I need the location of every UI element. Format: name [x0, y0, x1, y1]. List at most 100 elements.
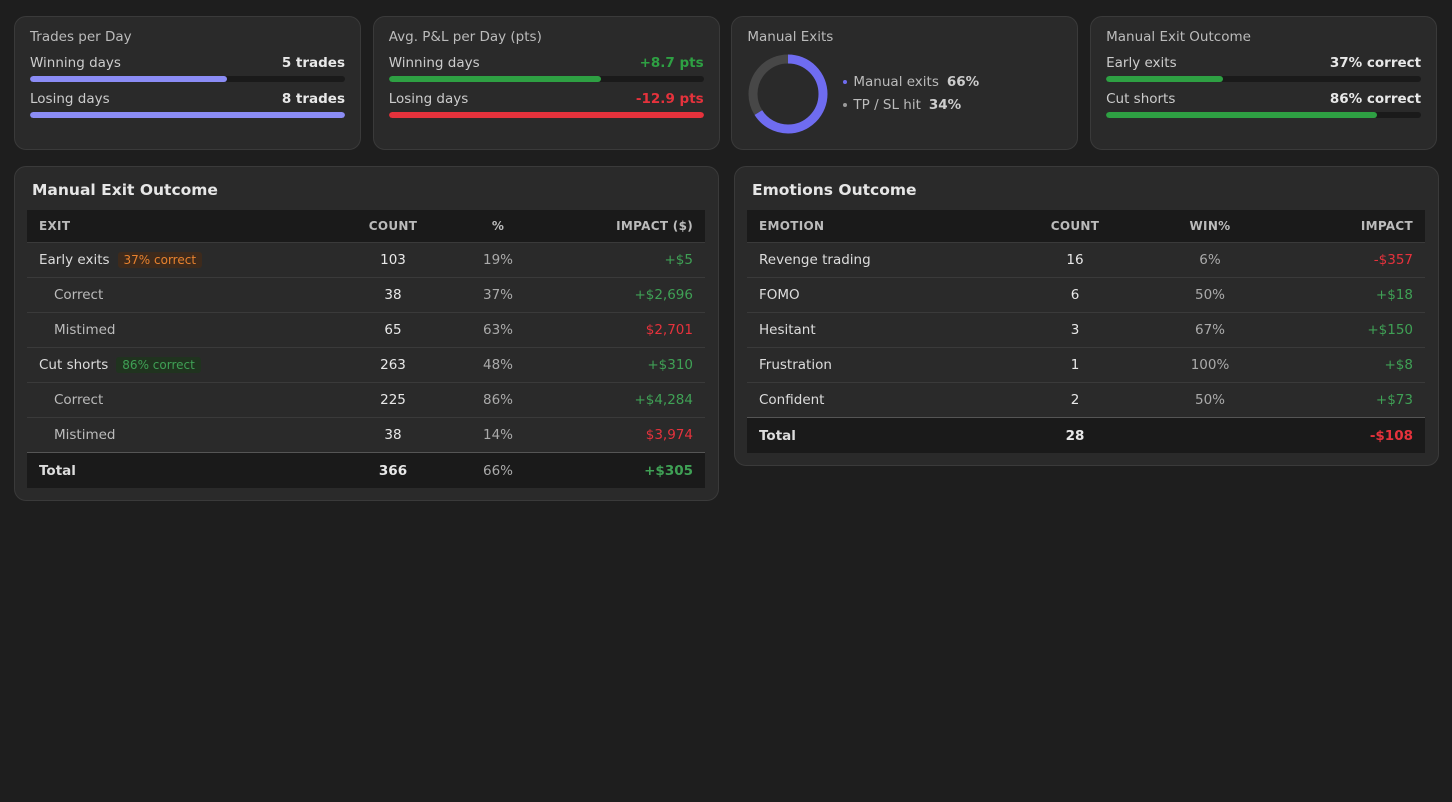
legend-label: TP / SL hit	[853, 96, 921, 113]
donut	[748, 54, 828, 134]
data-table: EMOTION COUNT WIN% IMPACT Revenge trading 16 6…	[747, 210, 1425, 453]
bar-row: Cut shorts 86% correct	[1106, 91, 1422, 118]
total-row: Total 28 -$108	[747, 417, 1425, 453]
table-head: EXIT COUNT% IMPACT ($)	[27, 210, 705, 243]
cell-text: 2	[1070, 392, 1080, 408]
cell: 103	[343, 242, 443, 278]
cell: +$2,696	[553, 277, 705, 313]
legend-value: 34%	[928, 96, 962, 113]
cell-text: +$2,696	[634, 287, 693, 303]
group-row: Cut shorts 86% correct 263 48% +$310	[27, 347, 705, 383]
column-header: COUNT	[1025, 210, 1125, 243]
cell-text: -$357	[1373, 252, 1413, 268]
legend-item: Manual exits 66%	[843, 74, 979, 90]
bar-fill	[30, 112, 345, 118]
cell: FOMO	[747, 277, 1025, 313]
cell-text: 63%	[482, 322, 513, 338]
bar-head: Winning days +8.7 pts	[389, 55, 704, 71]
cell-text: 48%	[482, 357, 513, 373]
cell: 225	[343, 382, 443, 418]
table-head: EMOTION COUNT WIN% IMPACT	[747, 210, 1425, 243]
cell: +$73	[1295, 382, 1425, 418]
table-panel: Emotions Outcome EMOTION COUNT WIN% IMPACT Re…	[734, 166, 1439, 466]
bar-value: 37% correct	[1329, 55, 1422, 71]
bar-value: 86% correct	[1329, 91, 1422, 107]
stat-card: Manual Exit Outcome Early exits 37% correc…	[1090, 16, 1438, 150]
cell: Cut shorts 86% correct	[27, 347, 343, 383]
plain-row: Hesitant 3 67% +$150	[747, 312, 1425, 348]
cell: +$18	[1295, 277, 1425, 313]
bar-value: +8.7 pts	[639, 55, 704, 71]
cell: 263	[343, 347, 443, 383]
bar-label: Cut shorts	[1106, 91, 1176, 107]
cell: Hesitant	[747, 312, 1025, 348]
bar-row: Losing days -12.9 pts	[388, 91, 704, 118]
bar-head: Winning days 5 trades	[30, 55, 345, 71]
cell: 3	[1025, 312, 1125, 348]
cell-text: 6%	[1199, 252, 1221, 268]
card-title: Trades per Day	[30, 29, 132, 45]
cell-text: Correct	[54, 392, 104, 408]
table-body: Revenge trading 16 6% -$357 FOMO 6 50% +$18 Hesi…	[747, 242, 1425, 453]
cell-text: +$73	[1375, 392, 1413, 408]
table-body: Early exits 37% correct 103 19% +$5 Correct 38…	[27, 242, 705, 488]
cell-text: Early exits	[39, 252, 110, 268]
bar-label: Winning days	[388, 55, 480, 71]
cell-text: 103	[380, 252, 406, 268]
bar-row: Early exits 37% correct	[1106, 55, 1422, 82]
bar-row: Losing days 8 trades	[30, 91, 345, 118]
bar-value: -12.9 pts	[635, 91, 704, 107]
cell-text: +$5	[664, 252, 694, 268]
cell-text: 16	[1066, 252, 1084, 268]
plain-row: FOMO 6 50% +$18	[747, 277, 1425, 313]
column-header: IMPACT	[1295, 210, 1425, 243]
cell-text: $2,701	[645, 322, 693, 338]
cell: Correct	[27, 382, 343, 418]
bar-label: Winning days	[30, 55, 121, 71]
cell-text: +$8	[1384, 357, 1414, 373]
cell: Correct	[27, 277, 343, 313]
bar-track	[1106, 76, 1422, 82]
cell-text: Total	[39, 462, 76, 479]
total-row: Total 366 66% +$305	[27, 452, 705, 488]
bar-track	[30, 112, 345, 118]
column-header: %	[443, 210, 553, 243]
cell-text: 37%	[482, 287, 513, 303]
card-title: Manual Exits	[747, 29, 834, 45]
cell-text: +$4,284	[634, 392, 693, 408]
cell: 67%	[1125, 312, 1295, 348]
cell: +$150	[1295, 312, 1425, 348]
cell: 2	[1025, 382, 1125, 418]
cell: 16	[1025, 242, 1125, 278]
bar-head: Losing days -12.9 pts	[389, 91, 704, 107]
cell-text: Total	[759, 427, 796, 444]
cell-text: 14%	[482, 427, 513, 443]
bar-track	[388, 76, 704, 82]
cell-text: +$310	[647, 357, 693, 373]
cell: Early exits 37% correct	[27, 242, 343, 278]
bar-label: Losing days	[388, 91, 469, 107]
bar-value: 5 trades	[281, 55, 345, 71]
cell: +$8	[1295, 347, 1425, 383]
cell: 366	[343, 452, 443, 488]
cell: 66%	[443, 452, 553, 488]
bar-fill	[388, 112, 704, 118]
cell-text: 66%	[482, 462, 513, 479]
bar-track	[388, 112, 704, 118]
cell: Mistimed	[27, 312, 343, 348]
cell-text: Mistimed	[54, 322, 116, 338]
bar-track	[30, 76, 345, 82]
legend-label: Manual exits	[853, 73, 939, 90]
sub-row: Mistimed 65 63% $2,701	[27, 312, 705, 348]
column-header: COUNT	[343, 210, 443, 243]
column-header: IMPACT ($)	[553, 210, 705, 243]
cell: Total	[747, 417, 1025, 453]
cell: 6	[1025, 277, 1125, 313]
cell-text: 38	[384, 427, 402, 443]
cell: +$310	[553, 347, 705, 383]
cell-text: Cut shorts	[39, 357, 109, 373]
legend-dot	[843, 102, 848, 107]
cell: 37%	[443, 277, 553, 313]
cell: $2,701	[553, 312, 705, 348]
cell: 50%	[1125, 382, 1295, 418]
